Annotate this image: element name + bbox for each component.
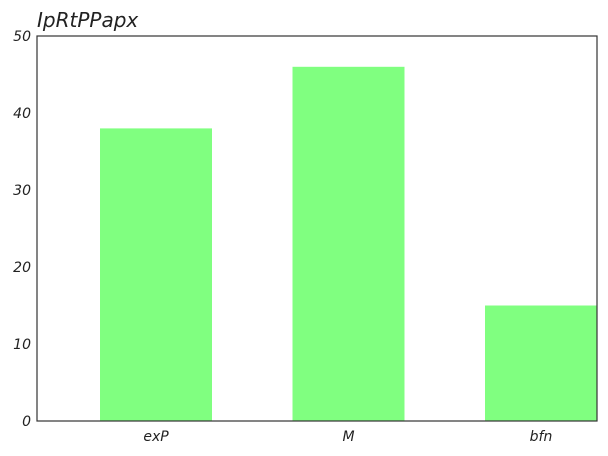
y-tick-label: 20 — [13, 260, 31, 276]
x-tick-label: M — [342, 429, 354, 445]
y-tick-label: 40 — [13, 106, 31, 122]
chart-title: IpRtPPapx — [37, 8, 138, 32]
y-tick-label: 10 — [13, 337, 31, 353]
bar-M — [292, 66, 405, 422]
x-tick-label: bfn — [530, 429, 553, 445]
y-tick-label: 0 — [22, 414, 31, 430]
bar-exP — [100, 128, 212, 421]
y-tick-label: 30 — [13, 183, 31, 199]
x-tick-label: exP — [143, 429, 169, 445]
plot-frame — [36, 35, 598, 422]
y-tick-label: 50 — [13, 29, 31, 45]
bar-bfn — [485, 305, 597, 421]
